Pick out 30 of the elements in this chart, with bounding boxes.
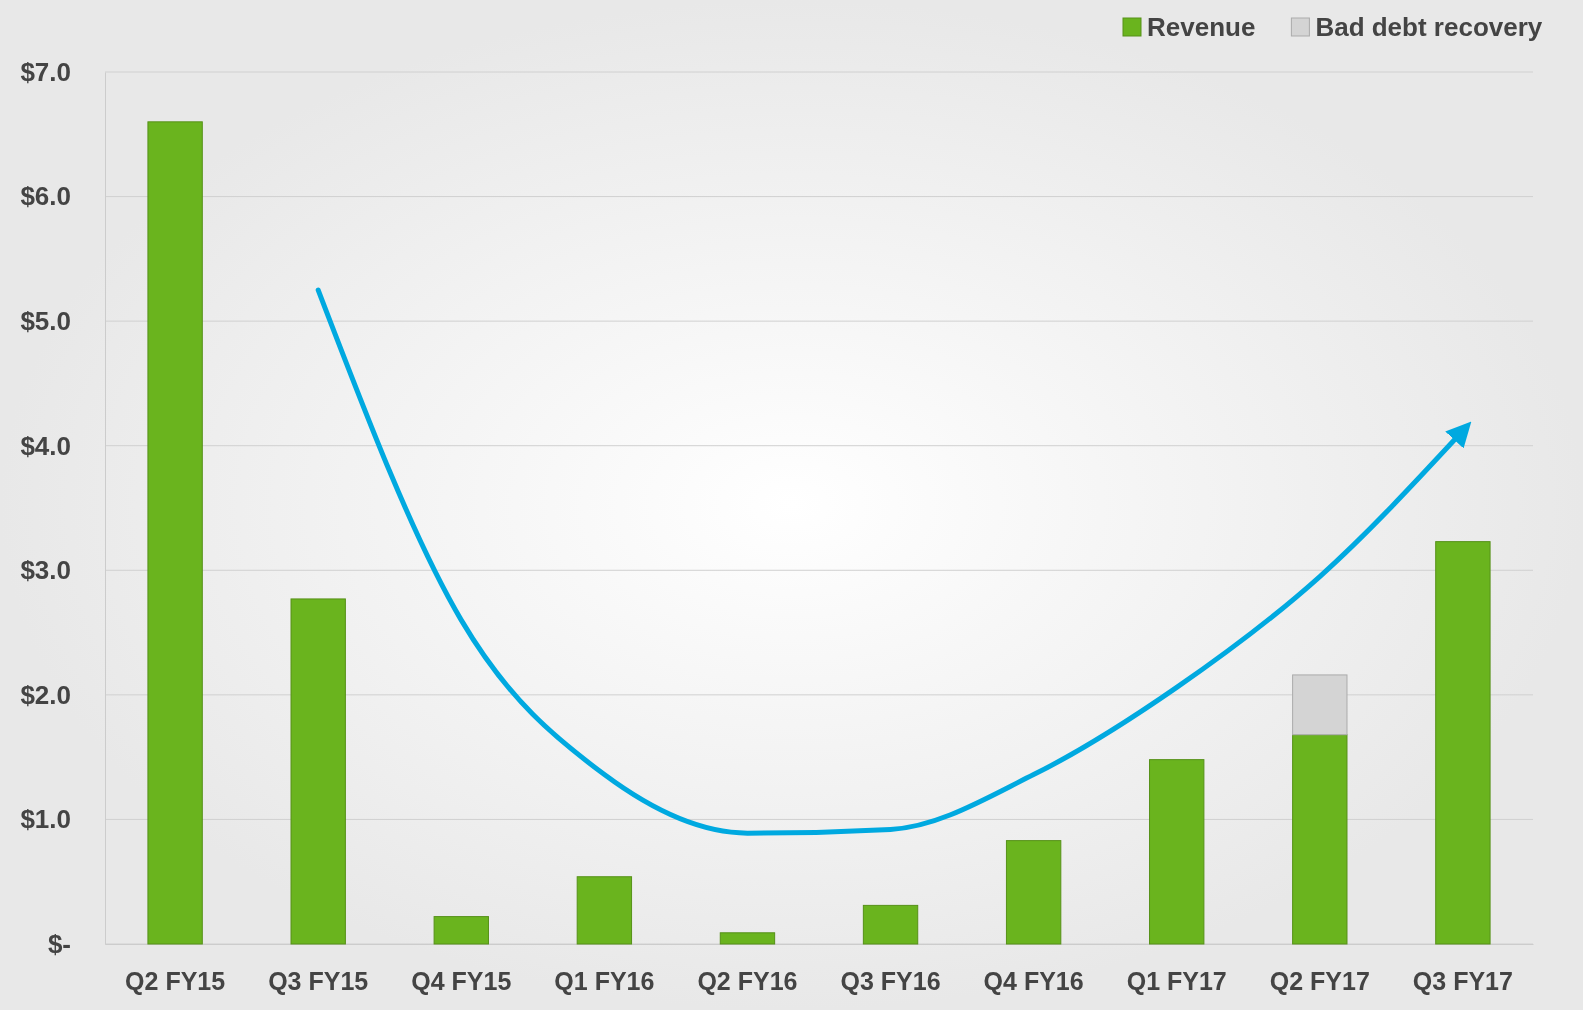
y-tick-label: $7.0 [20, 56, 71, 87]
bar [1435, 541, 1491, 945]
y-tick-label: $1.0 [20, 804, 71, 835]
y-tick-label: $2.0 [20, 679, 71, 710]
bar [862, 904, 919, 945]
x-tick-label: Q3 FY16 [840, 966, 941, 995]
x-tick-label: Q2 FY17 [1269, 966, 1370, 995]
y-tick-label: $5.0 [20, 305, 71, 336]
bar [147, 121, 203, 945]
x-tick-label: Q4 FY15 [411, 966, 512, 995]
x-tick-label: Q2 FY15 [125, 966, 226, 995]
x-tick-label: Q1 FY17 [1126, 966, 1227, 995]
bar [1292, 734, 1348, 945]
bar [1005, 840, 1062, 945]
bar [290, 598, 346, 945]
y-tick-label: $6.0 [20, 181, 71, 212]
legend-label: Revenue [1147, 12, 1256, 42]
x-tick-label: Q1 FY16 [554, 966, 655, 995]
x-tick-label: Q3 FY15 [268, 966, 369, 995]
bar [719, 932, 776, 945]
bar [576, 876, 633, 945]
legend-label: Bad debt recovery [1315, 12, 1543, 42]
x-tick-label: Q3 FY17 [1412, 966, 1513, 995]
x-tick-label: Q4 FY16 [983, 966, 1084, 995]
bar [433, 916, 489, 945]
x-tick-label: Q2 FY16 [697, 966, 798, 995]
y-tick-label: $- [47, 928, 71, 959]
bar [1149, 759, 1205, 945]
y-tick-label: $4.0 [20, 430, 71, 461]
y-tick-label: $3.0 [20, 555, 71, 586]
